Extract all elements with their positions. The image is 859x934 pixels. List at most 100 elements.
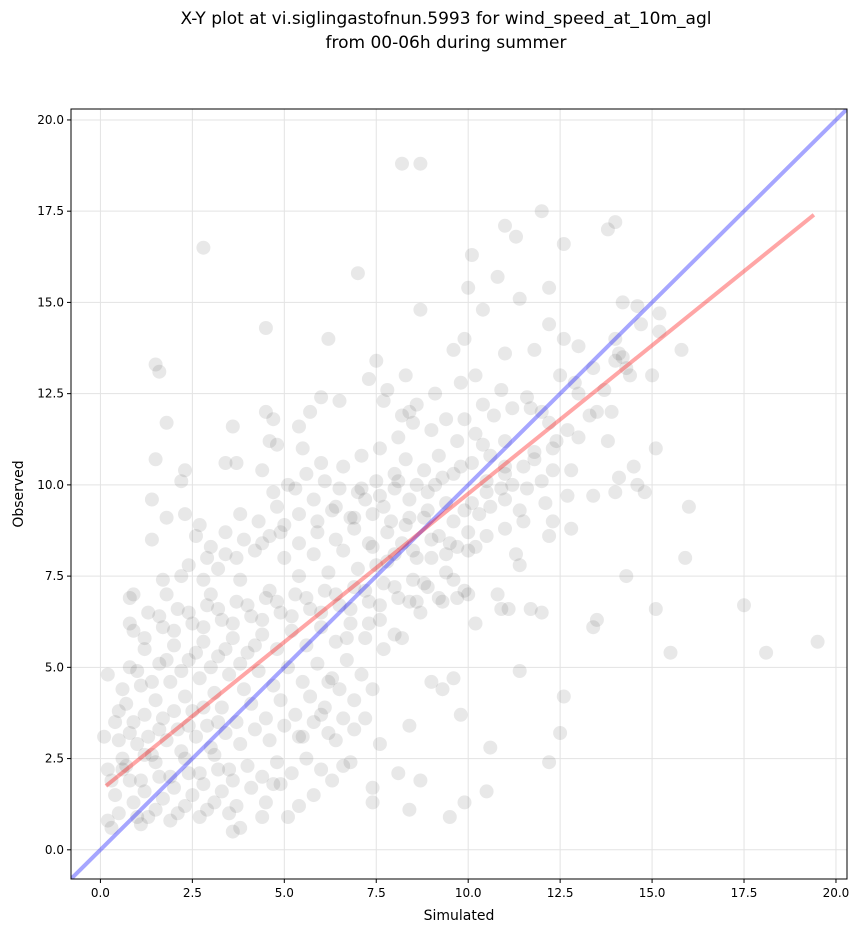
data-point xyxy=(170,722,185,737)
data-point xyxy=(464,456,479,470)
data-point xyxy=(542,280,557,295)
data-point xyxy=(133,773,148,788)
data-point xyxy=(512,291,527,306)
data-point xyxy=(372,441,387,456)
data-point xyxy=(453,459,468,474)
data-point xyxy=(233,507,248,522)
data-point xyxy=(409,550,424,565)
data-point xyxy=(347,521,362,536)
data-point xyxy=(365,507,380,522)
data-point xyxy=(424,532,439,547)
data-point xyxy=(608,353,623,368)
data-point xyxy=(424,674,439,689)
data-point xyxy=(299,591,314,605)
data-point xyxy=(130,810,145,824)
data-point xyxy=(498,466,512,481)
data-point xyxy=(468,539,483,554)
data-point xyxy=(417,463,432,478)
data-point xyxy=(203,660,218,675)
data-point xyxy=(608,215,623,230)
data-point xyxy=(247,543,262,558)
data-point xyxy=(380,525,395,540)
data-point xyxy=(439,496,454,511)
data-point xyxy=(159,510,174,525)
data-point xyxy=(196,634,211,649)
data-point xyxy=(167,623,181,638)
data-point xyxy=(372,488,387,503)
data-point xyxy=(255,769,270,784)
data-point xyxy=(376,642,391,657)
data-point xyxy=(295,441,310,456)
data-point xyxy=(446,342,461,357)
data-point xyxy=(152,656,167,671)
data-point xyxy=(520,481,534,496)
chart-title-line1: X-Y plot at vi.siglingastofnun.5993 for … xyxy=(180,9,711,29)
data-point xyxy=(159,415,174,430)
data-point xyxy=(247,638,262,653)
y-tick-label: 5.0 xyxy=(45,660,64,674)
data-point xyxy=(244,609,259,624)
data-point xyxy=(247,722,262,737)
data-point xyxy=(395,156,409,171)
data-point xyxy=(424,550,439,565)
data-point xyxy=(328,532,343,547)
data-point xyxy=(468,426,483,441)
data-point xyxy=(306,715,321,730)
data-point xyxy=(420,503,435,518)
data-point xyxy=(211,649,226,664)
x-tick-label: 0.0 xyxy=(91,886,110,900)
data-point xyxy=(126,587,141,602)
data-point xyxy=(398,368,413,383)
data-point xyxy=(475,397,490,412)
data-point xyxy=(236,532,251,547)
data-point xyxy=(225,616,240,631)
data-point xyxy=(170,602,185,616)
data-point xyxy=(402,802,417,817)
data-point xyxy=(273,693,288,708)
data-point xyxy=(240,645,255,660)
data-point xyxy=(137,747,152,762)
data-point xyxy=(214,700,229,715)
data-point xyxy=(634,317,648,332)
data-point xyxy=(137,707,152,722)
data-point xyxy=(111,733,126,748)
data-point xyxy=(509,229,523,244)
data-point xyxy=(122,660,137,675)
data-point xyxy=(258,404,273,419)
data-point xyxy=(317,700,332,715)
data-point xyxy=(545,441,560,456)
data-point xyxy=(350,485,365,500)
data-point xyxy=(314,707,329,722)
data-point xyxy=(619,361,634,376)
data-point xyxy=(737,598,751,613)
data-point xyxy=(185,704,200,719)
data-point xyxy=(417,510,432,525)
data-point xyxy=(229,550,244,565)
y-tick-label: 7.5 xyxy=(45,569,64,583)
data-point xyxy=(203,740,218,755)
data-point xyxy=(211,715,226,730)
data-point xyxy=(376,576,391,591)
data-point xyxy=(560,488,575,503)
data-point xyxy=(104,820,119,835)
data-point xyxy=(295,729,310,744)
data-point xyxy=(350,266,365,281)
data-point xyxy=(262,583,277,598)
data-point xyxy=(306,547,321,562)
data-point xyxy=(295,674,310,689)
data-point xyxy=(619,569,634,584)
data-point xyxy=(398,452,413,467)
data-point xyxy=(152,364,167,379)
data-point xyxy=(115,682,130,697)
data-point xyxy=(457,583,472,598)
data-point xyxy=(100,762,115,777)
data-point xyxy=(321,674,336,689)
data-point xyxy=(152,769,167,784)
data-point xyxy=(413,773,428,788)
data-point xyxy=(130,664,145,678)
data-point xyxy=(527,445,542,459)
data-point xyxy=(339,631,354,646)
data-point xyxy=(461,525,476,540)
data-point xyxy=(207,795,222,810)
